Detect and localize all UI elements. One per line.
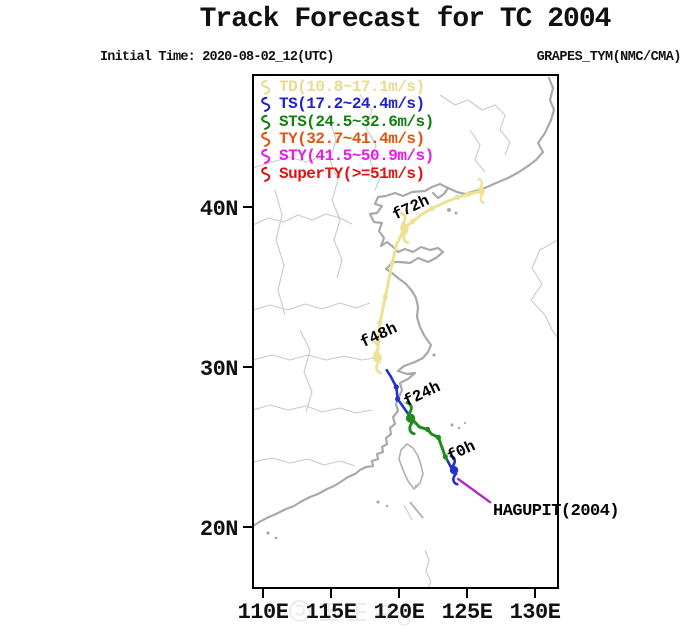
legend-item-label: STS(24.5~32.6m/s) xyxy=(279,112,434,131)
storm-name-label: HAGUPIT(2004) xyxy=(493,502,619,521)
legend-item-ts: TS(17.2~24.4m/s) xyxy=(257,96,434,113)
legend-item-label: STY(41.5~50.9m/s) xyxy=(279,147,434,166)
track-point-dot xyxy=(454,194,461,200)
track-point-dot xyxy=(377,320,383,326)
sts-cyclone-icon xyxy=(261,114,271,130)
intensity-legend: TD(10.8~17.1m/s) TS(17.2~24.4m/s) STS(24… xyxy=(257,79,434,183)
ty-cyclone-icon xyxy=(261,131,271,147)
page-title: Track Forecast for TC 2004 xyxy=(199,4,612,35)
legend-item-td: TD(10.8~17.1m/s) xyxy=(257,79,434,96)
td-cyclone-icon xyxy=(261,79,271,96)
track-point-dot xyxy=(389,260,395,266)
islands xyxy=(266,208,467,540)
y-tick-label: 40N xyxy=(200,197,238,222)
track-point-dot xyxy=(382,294,388,300)
track-point-dot xyxy=(435,434,442,440)
track-segment-3 xyxy=(385,368,413,420)
legend-item-ty: TY(32.7~41.4m/s) xyxy=(257,131,434,148)
legend-item-label: TS(17.2~24.4m/s) xyxy=(279,95,425,114)
sty-cyclone-icon xyxy=(261,149,271,165)
track-point-dot xyxy=(465,191,471,197)
legend-item-sts: STS(24.5~32.6m/s) xyxy=(257,112,434,131)
legend-item-label: TD(10.8~17.1m/s) xyxy=(279,78,425,97)
axis-layer: 110E 115E 120E 125E 130E 40N 30N 20N xyxy=(200,197,561,625)
watermark xyxy=(289,600,410,626)
forecast-hour-label-f0h: f0h xyxy=(445,437,479,465)
x-tick-label: 110E xyxy=(238,600,289,625)
y-tick-label: 20N xyxy=(200,517,238,542)
superty-cyclone-icon xyxy=(261,166,271,182)
forecast-hour-label-f24h: f24h xyxy=(401,378,443,411)
ts-cyclone-icon xyxy=(261,97,271,113)
x-tick-label: 115E xyxy=(306,600,357,625)
y-tick-label: 30N xyxy=(200,357,238,382)
map-frame xyxy=(252,74,559,589)
track-point-dot xyxy=(442,454,448,460)
legend-item-sty: STY(41.5~50.9m/s) xyxy=(257,148,434,165)
legend-item-superty: SuperTY(>=51m/s) xyxy=(257,165,434,182)
track-point-dot xyxy=(410,218,416,224)
track-segment-0 xyxy=(456,477,492,504)
province-borders xyxy=(254,94,557,587)
track-point-dot xyxy=(393,384,399,390)
track-point-dot xyxy=(395,396,401,402)
x-tick-label: 130E xyxy=(510,600,561,625)
initial-time-label: Initial Time: 2020-08-02_12(UTC) xyxy=(100,50,334,65)
track-point-dot xyxy=(424,426,431,432)
legend-item-label: TY(32.7~41.4m/s) xyxy=(279,130,425,149)
track-layer xyxy=(375,189,492,504)
track-point-dot xyxy=(429,206,435,212)
legend-item-label: SuperTY(>=51m/s) xyxy=(279,164,425,183)
x-tick-label: 120E xyxy=(374,600,425,625)
model-name-label: GRAPES_TYM(NMC/CMA) xyxy=(536,50,682,65)
x-tick-label: 125E xyxy=(442,600,493,625)
